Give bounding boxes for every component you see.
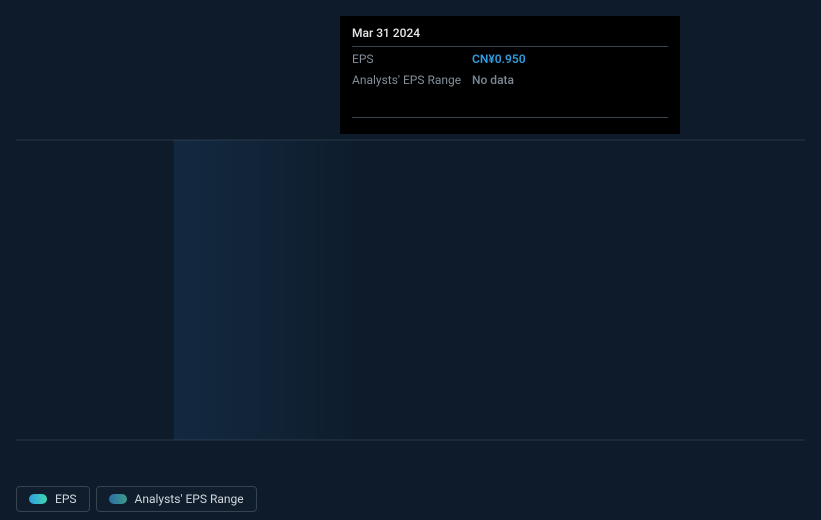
tooltip-separator (352, 117, 668, 118)
tooltip-row-value: CN¥0.950 (472, 51, 526, 68)
tooltip-row: EPSCN¥0.950 (352, 47, 668, 68)
legend-label: Analysts' EPS Range (135, 492, 244, 506)
tooltip-row-label: EPS (352, 51, 472, 68)
legend-swatch-icon (29, 494, 47, 504)
actual-shading (174, 140, 352, 440)
chart-legend: EPS Analysts' EPS Range (16, 486, 257, 512)
tooltip-row: Analysts' EPS RangeNo data (352, 68, 668, 89)
chart-tooltip: Mar 31 2024 EPSCN¥0.950Analysts' EPS Ran… (340, 16, 680, 134)
legend-item[interactable]: Analysts' EPS Range (96, 486, 257, 512)
legend-label: EPS (55, 492, 77, 506)
eps-forecast-chart: Mar 31 2024 EPSCN¥0.950Analysts' EPS Ran… (0, 0, 821, 520)
tooltip-row-value: No data (472, 72, 514, 89)
tooltip-date: Mar 31 2024 (352, 26, 668, 40)
tooltip-row-label: Analysts' EPS Range (352, 72, 472, 89)
legend-item[interactable]: EPS (16, 486, 90, 512)
legend-swatch-icon (109, 494, 127, 504)
